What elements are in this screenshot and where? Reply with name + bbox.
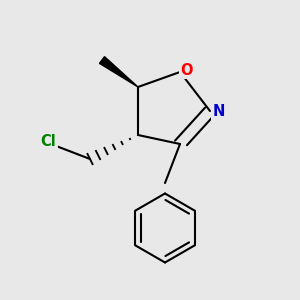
Text: N: N xyxy=(212,104,225,119)
Text: O: O xyxy=(180,63,193,78)
Text: Cl: Cl xyxy=(41,134,56,149)
Polygon shape xyxy=(100,57,138,87)
